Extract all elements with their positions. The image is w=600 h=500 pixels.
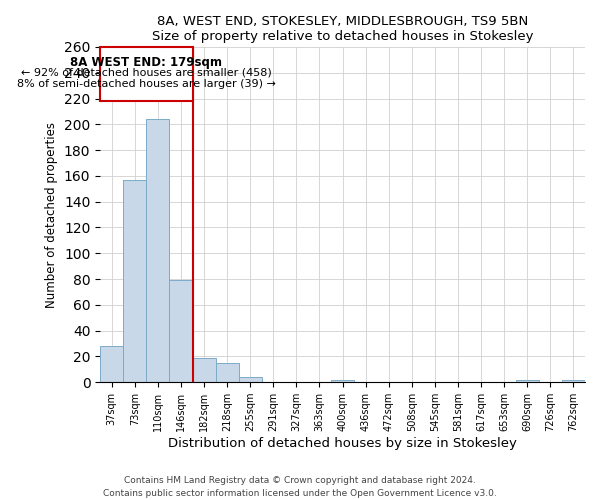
FancyBboxPatch shape	[100, 47, 193, 101]
X-axis label: Distribution of detached houses by size in Stokesley: Distribution of detached houses by size …	[168, 437, 517, 450]
Bar	[193, 358, 215, 382]
Bar	[123, 180, 146, 382]
Bar	[100, 346, 123, 382]
Bar	[146, 119, 169, 382]
Bar	[239, 377, 262, 382]
Bar	[215, 363, 239, 382]
Bar	[516, 380, 539, 382]
Bar	[562, 380, 585, 382]
Text: 8A WEST END: 179sqm: 8A WEST END: 179sqm	[70, 56, 223, 69]
Text: Contains HM Land Registry data © Crown copyright and database right 2024.
Contai: Contains HM Land Registry data © Crown c…	[103, 476, 497, 498]
Text: 8% of semi-detached houses are larger (39) →: 8% of semi-detached houses are larger (3…	[17, 79, 276, 89]
Y-axis label: Number of detached properties: Number of detached properties	[46, 122, 58, 308]
Text: ← 92% of detached houses are smaller (458): ← 92% of detached houses are smaller (45…	[21, 68, 272, 78]
Bar	[169, 280, 193, 382]
Bar	[331, 380, 354, 382]
Title: 8A, WEST END, STOKESLEY, MIDDLESBROUGH, TS9 5BN
Size of property relative to det: 8A, WEST END, STOKESLEY, MIDDLESBROUGH, …	[152, 15, 533, 43]
